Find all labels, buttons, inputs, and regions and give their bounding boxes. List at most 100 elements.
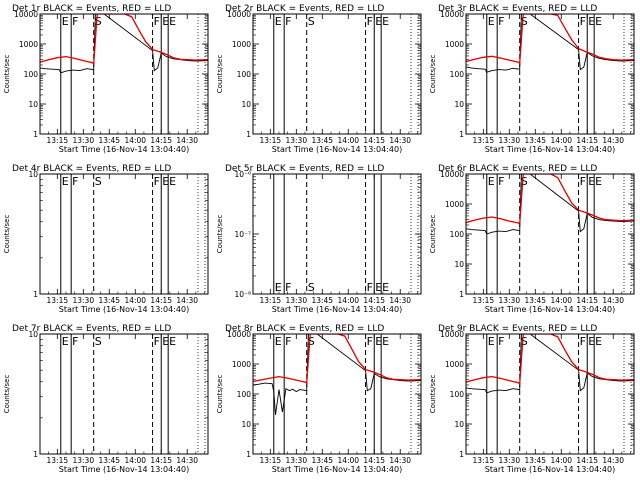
event-marker-label: F — [285, 15, 291, 28]
panel-title: Det 4r BLACK = Events, RED = LLD — [12, 164, 171, 174]
x-axis-label: Start Time (16-Nov-14 13:04:40) — [59, 145, 189, 154]
y-tick-label: 10⁻⁷ — [234, 230, 251, 239]
series-line-lld — [466, 174, 634, 226]
chart-panel-det-6: Det 6r BLACK = Events, RED = LLD Counts/s… — [429, 164, 635, 314]
x-tick-label: 13:30 — [498, 136, 520, 145]
event-marker-label: S — [521, 15, 528, 28]
y-tick-label: 10⁻⁶ — [234, 170, 251, 179]
event-marker-label: E — [375, 335, 382, 348]
y-tick-label: 100 — [450, 230, 465, 239]
x-tick-label: 13:15 — [47, 136, 69, 145]
x-tick-label: 13:45 — [98, 296, 120, 305]
x-axis-label: Start Time (16-Nov-14 13:04:40) — [485, 465, 615, 474]
x-axis-label: Start Time (16-Nov-14 13:04:40) — [272, 145, 402, 154]
series-line-lld — [40, 14, 208, 65]
x-tick-label: 13:15 — [260, 136, 282, 145]
x-tick-label: 13:15 — [473, 136, 495, 145]
event-marker-label: E — [162, 15, 169, 28]
x-tick-label: 13:30 — [498, 296, 520, 305]
x-tick-label: 13:45 — [98, 456, 120, 465]
chart-panel-det-2: Det 2r BLACK = Events, RED = LLD Counts/s… — [216, 4, 422, 154]
event-marker-label: E — [382, 281, 389, 294]
y-tick-label: 1000 — [445, 200, 464, 209]
y-axis-label: Counts/sec — [216, 215, 224, 254]
plot-frame — [465, 13, 635, 135]
event-marker-label: F — [72, 175, 78, 188]
x-axis-label: Start Time (16-Nov-14 13:04:40) — [59, 305, 189, 314]
x-tick-label: 13:45 — [98, 136, 120, 145]
x-axis-label: Start Time (16-Nov-14 13:04:40) — [485, 305, 615, 314]
y-tick-label: 1000 — [232, 40, 251, 49]
plot-frame — [39, 173, 209, 295]
chart-panel-det-7: Det 7r BLACK = Events, RED = LLD Counts/s… — [3, 324, 209, 474]
x-tick-label: 13:45 — [524, 296, 546, 305]
x-tick-label: 13:15 — [473, 296, 495, 305]
event-marker-label: F — [498, 15, 504, 28]
x-tick-label: 13:30 — [285, 136, 307, 145]
event-marker-label: F — [285, 335, 291, 348]
y-tick-label: 10 — [241, 100, 251, 109]
x-axis-label: Start Time (16-Nov-14 13:04:40) — [272, 465, 402, 474]
event-marker-label: E — [595, 335, 602, 348]
chart-panel-det-5: Det 5r BLACK = Events, RED = LLD Counts/s… — [216, 164, 422, 314]
x-axis-label: Start Time (16-Nov-14 13:04:40) — [485, 145, 615, 154]
chart-panel-det-1: Det 1r BLACK = Events, RED = LLD Counts/s… — [3, 4, 209, 154]
event-marker-label: E — [488, 175, 495, 188]
y-tick-label: 1 — [246, 450, 251, 459]
x-tick-label: 14:15 — [576, 296, 598, 305]
x-tick-label: 14:30 — [389, 296, 411, 305]
x-tick-label: 13:30 — [498, 456, 520, 465]
event-marker-label: E — [62, 15, 69, 28]
x-tick-label: 13:30 — [72, 136, 94, 145]
x-tick-label: 14:30 — [389, 136, 411, 145]
event-marker-label: F — [498, 175, 504, 188]
event-marker-label: E — [588, 175, 595, 188]
y-tick-label: 1000 — [445, 40, 464, 49]
event-marker-label: E — [169, 175, 176, 188]
event-marker-label: E — [275, 15, 282, 28]
x-tick-label: 14:00 — [550, 296, 572, 305]
y-tick-label: 1 — [459, 290, 464, 299]
x-tick-label: 14:15 — [150, 136, 172, 145]
event-marker-label: E — [375, 15, 382, 28]
x-tick-label: 14:00 — [550, 456, 572, 465]
chart-panel-det-9: Det 9r BLACK = Events, RED = LLD Counts/s… — [429, 324, 635, 474]
x-tick-label: 14:30 — [176, 296, 198, 305]
x-axis-label: Start Time (16-Nov-14 13:04:40) — [272, 305, 402, 314]
x-tick-label: 14:00 — [124, 136, 146, 145]
event-marker-label: E — [169, 15, 176, 28]
x-tick-label: 13:45 — [311, 296, 333, 305]
y-tick-label: 1 — [33, 290, 38, 299]
panel-title: Det 3r BLACK = Events, RED = LLD — [438, 4, 597, 14]
panel-title: Det 9r BLACK = Events, RED = LLD — [438, 324, 597, 334]
x-tick-label: 13:45 — [524, 136, 546, 145]
panel-title: Det 1r BLACK = Events, RED = LLD — [12, 4, 171, 14]
y-tick-label: 100 — [237, 390, 252, 399]
x-axis-label: Start Time (16-Nov-14 13:04:40) — [59, 465, 189, 474]
x-tick-label: 14:30 — [176, 136, 198, 145]
y-tick-label: 1000 — [19, 40, 38, 49]
event-marker-label: S — [521, 175, 528, 188]
plot-frame — [465, 173, 635, 295]
x-tick-label: 13:30 — [285, 456, 307, 465]
y-tick-label: 10000 — [440, 10, 464, 19]
y-axis-label: Counts/sec — [429, 375, 437, 414]
event-marker-label: E — [375, 281, 382, 294]
x-tick-label: 14:15 — [363, 456, 385, 465]
event-marker-label: F — [367, 335, 373, 348]
x-tick-label: 13:15 — [260, 296, 282, 305]
x-tick-label: 14:15 — [363, 136, 385, 145]
y-tick-label: 1 — [459, 450, 464, 459]
plot-frame — [252, 13, 422, 135]
x-tick-label: 13:15 — [260, 456, 282, 465]
y-axis-label: Counts/sec — [429, 55, 437, 94]
y-tick-label: 10 — [454, 100, 464, 109]
series-line-events — [40, 14, 208, 74]
y-tick-label: 10⁻⁸ — [234, 290, 251, 299]
chart-panel-det-8: Det 8r BLACK = Events, RED = LLD Counts/s… — [216, 324, 422, 474]
x-tick-label: 14:15 — [150, 296, 172, 305]
panel-title: Det 2r BLACK = Events, RED = LLD — [225, 4, 384, 14]
event-marker-label: E — [595, 175, 602, 188]
event-marker-label: S — [95, 175, 102, 188]
